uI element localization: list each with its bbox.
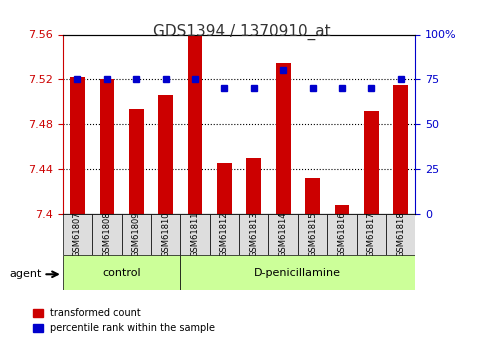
Text: GSM61816: GSM61816	[338, 212, 346, 257]
FancyBboxPatch shape	[180, 255, 415, 290]
Text: GSM61809: GSM61809	[132, 212, 141, 257]
Text: GSM61812: GSM61812	[220, 212, 229, 257]
FancyBboxPatch shape	[327, 214, 356, 255]
Text: GSM61810: GSM61810	[161, 212, 170, 257]
Bar	[364, 111, 379, 214]
FancyBboxPatch shape	[63, 255, 180, 290]
Bar	[305, 178, 320, 214]
Text: GSM61807: GSM61807	[73, 212, 82, 257]
Text: GSM61813: GSM61813	[249, 212, 258, 257]
FancyBboxPatch shape	[180, 214, 210, 255]
Text: D-penicillamine: D-penicillamine	[255, 268, 341, 277]
Text: GSM61811: GSM61811	[190, 212, 199, 257]
Text: GDS1394 / 1370910_at: GDS1394 / 1370910_at	[153, 24, 330, 40]
FancyBboxPatch shape	[386, 214, 415, 255]
Legend: transformed count, percentile rank within the sample: transformed count, percentile rank withi…	[29, 305, 219, 337]
Bar	[158, 95, 173, 214]
Text: agent: agent	[10, 269, 42, 279]
Bar	[393, 85, 408, 214]
FancyBboxPatch shape	[92, 214, 122, 255]
Bar	[70, 77, 85, 214]
Bar	[99, 79, 114, 214]
Bar	[335, 205, 349, 214]
Bar	[129, 109, 143, 214]
FancyBboxPatch shape	[269, 214, 298, 255]
Text: GSM61814: GSM61814	[279, 212, 288, 257]
FancyBboxPatch shape	[122, 214, 151, 255]
FancyBboxPatch shape	[356, 214, 386, 255]
Bar	[188, 34, 202, 214]
Bar	[217, 164, 232, 214]
Text: GSM61808: GSM61808	[102, 212, 112, 257]
Bar	[276, 62, 290, 214]
FancyBboxPatch shape	[151, 214, 180, 255]
FancyBboxPatch shape	[63, 214, 92, 255]
Text: GSM61817: GSM61817	[367, 212, 376, 257]
Text: GSM61815: GSM61815	[308, 212, 317, 257]
Text: GSM61818: GSM61818	[396, 212, 405, 257]
Bar	[246, 158, 261, 214]
FancyBboxPatch shape	[210, 214, 239, 255]
Text: control: control	[102, 268, 141, 277]
FancyBboxPatch shape	[239, 214, 269, 255]
FancyBboxPatch shape	[298, 214, 327, 255]
